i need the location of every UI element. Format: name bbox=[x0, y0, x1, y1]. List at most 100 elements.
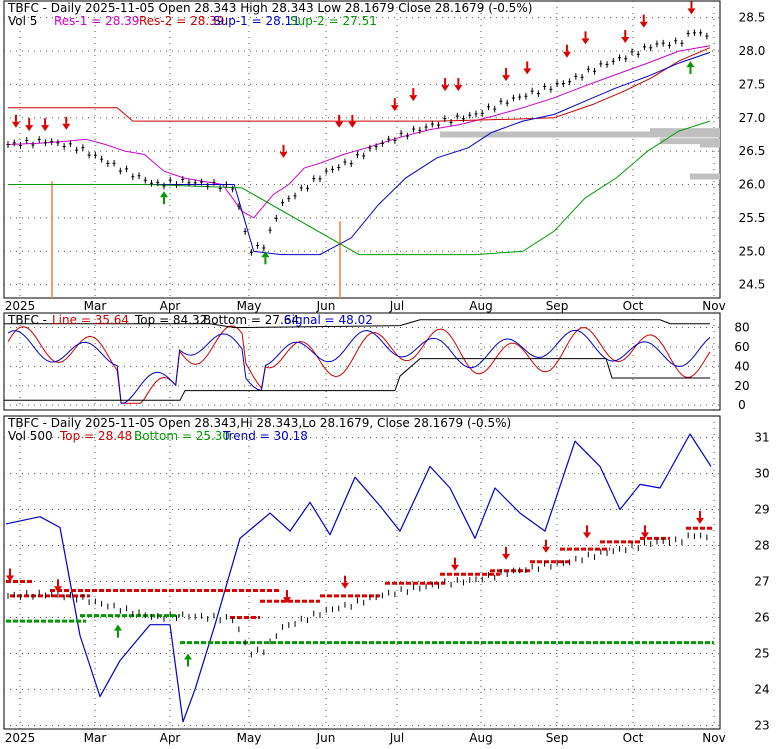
trend-sell-arrow bbox=[54, 586, 62, 593]
trend-ytick-label: 28 bbox=[754, 539, 769, 553]
price-ytick-label: 27.5 bbox=[739, 77, 766, 91]
trend-ytick-label: 30 bbox=[754, 467, 769, 481]
osc-ytick-label: 20 bbox=[734, 379, 749, 393]
trend-line bbox=[5, 433, 712, 723]
trend-legend-trend: Trend = 30.18 bbox=[222, 429, 308, 443]
trend-ytick-label: 25 bbox=[754, 646, 769, 660]
price-series-res-2 bbox=[8, 47, 711, 122]
sell-arrow bbox=[581, 38, 590, 45]
price-xtick-label: Mar bbox=[84, 299, 107, 313]
osc-signal bbox=[7, 329, 711, 404]
osc-legend-bottom: Bottom = 27.64 bbox=[203, 313, 299, 327]
sell-arrow bbox=[25, 125, 34, 132]
sell-arrow bbox=[62, 123, 71, 130]
osc-legend-signal: Signal = 48.02 bbox=[284, 313, 373, 327]
trend-sell-arrow bbox=[542, 546, 550, 553]
price-xtick-label: Aug bbox=[469, 299, 492, 313]
sell-arrow bbox=[621, 37, 630, 44]
price-volume-profile-bar bbox=[690, 173, 720, 180]
trend-xtick-label: 2025 bbox=[5, 731, 36, 745]
trend-sell-arrow bbox=[502, 553, 510, 560]
trend-xtick-label: Mar bbox=[84, 731, 107, 745]
trend-legend-bottom: Bottom = 25.30 bbox=[134, 429, 230, 443]
trend-ytick-label: 27 bbox=[754, 574, 769, 588]
trend-ytick-label: 26 bbox=[754, 610, 769, 624]
trend-panel: 23 24 25 26 27 28 29 30 31 2025 Mar Apr May Jun Jul Au… bbox=[3, 415, 770, 745]
sell-arrow bbox=[348, 121, 357, 128]
price-series-sup-1 bbox=[8, 51, 711, 256]
price-ytick-label: 27.0 bbox=[739, 111, 766, 125]
trend-sell-arrow bbox=[6, 575, 14, 582]
sell-arrow bbox=[335, 121, 344, 128]
trend-xtick-label: Oct bbox=[623, 731, 644, 745]
price-legend-res1: Res-1 = 28.39 bbox=[54, 14, 139, 28]
price-ytick-label: 24.5 bbox=[739, 278, 766, 292]
price-xtick-label: Oct bbox=[623, 299, 644, 313]
price-ytick-label: 28.5 bbox=[739, 11, 766, 25]
price-volume-profile-bar bbox=[660, 138, 720, 145]
sell-arrow bbox=[279, 151, 288, 158]
trend-sell-arrow bbox=[641, 532, 649, 539]
sell-arrow bbox=[41, 125, 50, 132]
osc-ytick-label: 80 bbox=[734, 321, 749, 335]
price-legend-sup1: Sup-1 = 28.11 bbox=[213, 14, 300, 28]
trend-xtick-label: Sep bbox=[546, 731, 569, 745]
trend-xtick-label: Nov bbox=[702, 731, 725, 745]
sell-arrow bbox=[523, 68, 532, 75]
price-legend-res2: Res-2 = 28.39 bbox=[139, 14, 224, 28]
sell-arrow bbox=[639, 21, 648, 28]
osc-title-prefix: TBFC - bbox=[7, 313, 47, 327]
price-xtick-label: Jul bbox=[389, 299, 404, 313]
sell-arrow bbox=[502, 75, 511, 82]
trend-xtick-label: May bbox=[237, 731, 262, 745]
osc-bottom-line bbox=[4, 358, 710, 401]
trend-buy-arrow bbox=[114, 624, 122, 631]
buy-arrow bbox=[160, 191, 168, 198]
trend-sell-arrow bbox=[583, 532, 591, 539]
sell-arrow bbox=[11, 121, 20, 128]
price-series-res-1 bbox=[7, 45, 711, 219]
buy-arrow bbox=[686, 61, 695, 68]
osc-ytick-label: 0 bbox=[738, 398, 746, 412]
price-legend-vol: Vol 5 bbox=[8, 14, 37, 28]
sell-arrow bbox=[441, 85, 450, 92]
price-volume-profile-bar bbox=[440, 131, 720, 138]
price-volume-profile-bar bbox=[700, 141, 720, 148]
sell-arrow bbox=[409, 95, 418, 102]
price-series-sup-2 bbox=[8, 120, 711, 256]
osc-ytick-label: 40 bbox=[734, 359, 749, 373]
trend-panel-title: TBFC - Daily 2025-11-05 Open 28.343,Hi 2… bbox=[7, 416, 511, 430]
trend-legend-vol: Vol 500 bbox=[8, 429, 53, 443]
price-ytick-label: 25.0 bbox=[739, 244, 766, 258]
trend-sell-arrow bbox=[341, 582, 349, 589]
trend-ytick-label: 23 bbox=[754, 718, 769, 732]
price-xtick-label: Sep bbox=[546, 299, 569, 313]
sell-arrow bbox=[687, 8, 696, 15]
trend-legend-top: Top = 28.48 bbox=[59, 429, 132, 443]
price-xtick-label: Apr bbox=[160, 299, 181, 313]
price-ytick-label: 28.0 bbox=[739, 44, 766, 58]
oscillator-panel-frame bbox=[3, 312, 721, 411]
price-xtick-label: May bbox=[237, 299, 262, 313]
trend-sell-arrow bbox=[451, 564, 459, 571]
trend-ytick-label: 24 bbox=[754, 682, 769, 696]
trend-ytick-label: 29 bbox=[754, 503, 769, 517]
trend-xtick-label: Apr bbox=[160, 731, 181, 745]
price-xtick-label: Nov bbox=[702, 299, 725, 313]
price-xtick-label: Jun bbox=[316, 299, 336, 313]
trend-ytick-label: 31 bbox=[754, 431, 769, 445]
trend-xtick-label: Jun bbox=[316, 731, 336, 745]
price-panel: 24.5 25.0 25.5 26.0 26.5 27.0 27.5 28.0 28.5 202… bbox=[3, 0, 766, 313]
price-volume-profile-bar bbox=[650, 128, 720, 135]
price-legend-sup2: Sup-2 = 27.51 bbox=[290, 14, 377, 28]
trend-buy-arrow bbox=[184, 653, 192, 660]
trend-sell-arrow bbox=[696, 517, 704, 524]
osc-top-line bbox=[4, 319, 710, 329]
trend-panel-frame bbox=[3, 415, 721, 730]
price-ytick-label: 26.5 bbox=[739, 144, 766, 158]
trend-xtick-label: Aug bbox=[469, 731, 492, 745]
sell-arrow bbox=[390, 105, 399, 112]
oscillator-panel: 0 20 40 60 80 TBFC - Line = 35.64 Top = 84.3… bbox=[3, 312, 750, 412]
